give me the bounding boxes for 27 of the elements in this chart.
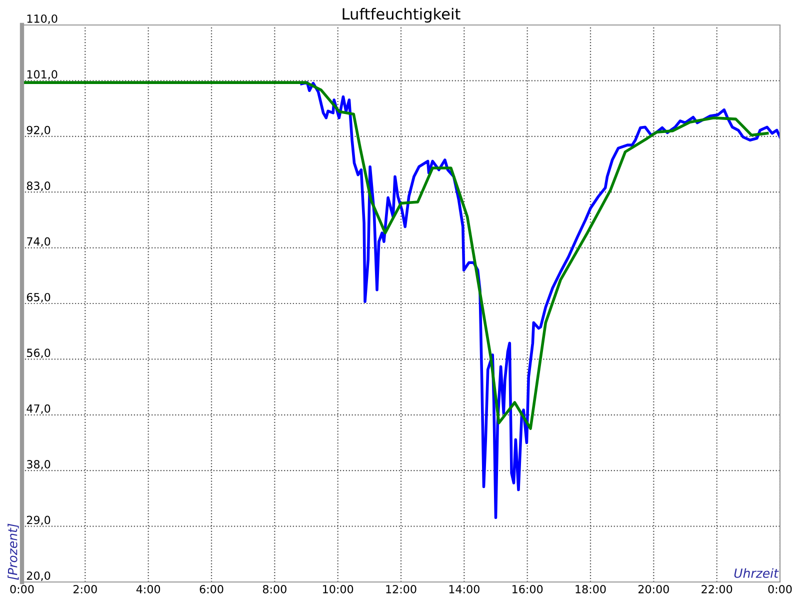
y-tick-label: 110,0 [27,14,58,24]
x-tick-label: 0:00 [768,584,792,594]
x-tick-label: 4:00 [136,584,160,594]
y-tick-label: 101,0 [27,70,58,80]
x-tick-label: 22:00 [702,584,732,594]
x-tick-label: 16:00 [512,584,543,594]
x-tick-label: 20:00 [638,584,669,594]
x-tick-label: 2:00 [74,584,97,594]
x-tick-label: 10:00 [323,584,354,594]
x-axis-title: Uhrzeit [734,568,779,578]
y-tick-label: 38,0 [27,460,50,470]
chart-title: Luftfeuchtigkeit [342,8,460,23]
x-tick-label: 12:00 [386,584,416,594]
y-tick-label: 47,0 [26,404,50,414]
y-tick-label: 20,0 [26,571,50,581]
x-tick-label: 14:00 [449,584,480,594]
x-tick-label: 18:00 [576,584,606,594]
y-tick-label: 65,0 [26,292,50,302]
y-tick-label: 83,0 [26,182,50,192]
y-tick-label: 56,0 [27,348,50,358]
y-tick-label: 92,0 [26,126,50,136]
y-tick-label: 74,0 [27,237,50,247]
x-tick-label: 0:00 [10,584,34,594]
x-tick-label: 6:00 [200,584,224,594]
y-tick-label: 29,0 [26,516,50,526]
y-axis-title: [Prozent] [8,524,19,580]
x-tick-label: 8:00 [262,584,286,594]
